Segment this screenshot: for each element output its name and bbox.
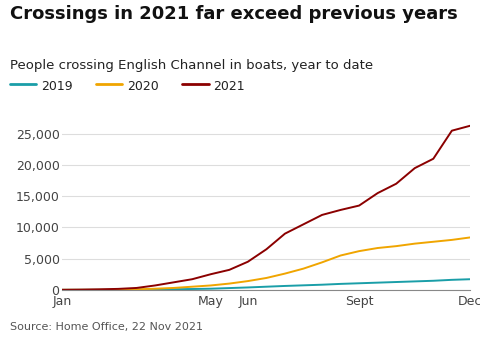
2020 [96, 288, 102, 292]
2020 [60, 288, 65, 292]
2021 [468, 124, 473, 128]
2019 [375, 281, 381, 285]
2019 [264, 285, 269, 289]
2020 [264, 276, 269, 280]
Text: Source: Home Office, 22 Nov 2021: Source: Home Office, 22 Nov 2021 [10, 322, 203, 332]
2019 [431, 279, 436, 283]
2021 [412, 166, 418, 170]
2021 [282, 232, 288, 236]
2021 [78, 287, 84, 292]
2021 [134, 286, 140, 290]
2020 [171, 286, 177, 290]
2021 [449, 129, 455, 133]
2020 [78, 288, 84, 292]
2019 [412, 279, 418, 283]
2019 [208, 287, 214, 291]
2021 [356, 204, 362, 208]
2021 [245, 260, 251, 264]
2019 [300, 283, 306, 287]
2019 [171, 287, 177, 291]
2019 [60, 288, 65, 292]
2020 [227, 281, 232, 285]
2020 [319, 261, 325, 265]
2021 [393, 182, 399, 186]
Text: 2019: 2019 [41, 80, 72, 93]
2020 [356, 249, 362, 253]
2020 [245, 279, 251, 283]
2020 [393, 244, 399, 248]
2020 [115, 288, 121, 292]
2021 [152, 283, 158, 287]
2020 [208, 283, 214, 287]
2019 [356, 281, 362, 285]
2020 [152, 287, 158, 291]
2021 [60, 288, 65, 292]
2021 [319, 213, 325, 217]
Text: BBC: BBC [413, 314, 441, 327]
2019 [152, 287, 158, 292]
2021 [431, 157, 436, 161]
2021 [208, 272, 214, 276]
2020 [338, 253, 344, 257]
2020 [449, 238, 455, 242]
2021 [300, 222, 306, 226]
2020 [431, 240, 436, 244]
2021 [96, 287, 102, 292]
2020 [375, 246, 381, 250]
2020 [300, 267, 306, 271]
Text: Crossings in 2021 far exceed previous years: Crossings in 2021 far exceed previous ye… [10, 5, 457, 23]
2019 [319, 283, 325, 287]
2019 [115, 288, 121, 292]
Line: 2021: 2021 [62, 126, 470, 290]
2019 [449, 278, 455, 282]
Text: People crossing English Channel in boats, year to date: People crossing English Channel in boats… [10, 59, 373, 72]
2019 [245, 285, 251, 289]
2021 [115, 287, 121, 291]
Line: 2020: 2020 [62, 237, 470, 290]
Text: 2021: 2021 [214, 80, 245, 93]
2019 [338, 282, 344, 286]
2019 [282, 284, 288, 288]
2020 [468, 235, 473, 239]
2019 [78, 288, 84, 292]
2021 [171, 280, 177, 284]
2021 [375, 191, 381, 195]
Text: 2020: 2020 [127, 80, 159, 93]
2021 [189, 277, 195, 281]
2020 [189, 285, 195, 289]
2019 [134, 287, 140, 292]
2020 [412, 242, 418, 246]
2020 [134, 287, 140, 292]
2019 [96, 288, 102, 292]
2020 [282, 272, 288, 276]
2019 [393, 280, 399, 284]
2021 [227, 268, 232, 272]
2021 [338, 208, 344, 212]
2019 [189, 287, 195, 291]
2019 [227, 286, 232, 290]
2019 [468, 277, 473, 281]
2021 [264, 247, 269, 251]
Line: 2019: 2019 [62, 279, 470, 290]
